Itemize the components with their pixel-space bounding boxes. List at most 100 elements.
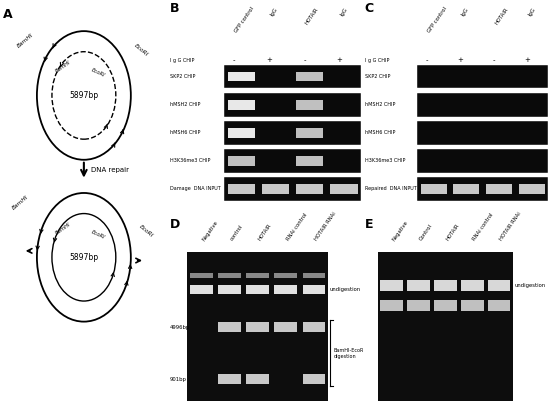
Bar [262, 184, 289, 194]
Bar [228, 184, 255, 194]
Text: IgG: IgG [270, 7, 278, 17]
Bar [228, 128, 255, 138]
Text: BamHI: BamHI [16, 33, 34, 49]
Bar [296, 128, 323, 138]
Bar [453, 184, 480, 194]
Bar [224, 149, 361, 173]
Bar [407, 300, 430, 311]
Bar [461, 300, 483, 311]
Text: +: + [266, 57, 272, 63]
Text: A: A [3, 8, 13, 21]
Bar [302, 374, 325, 384]
Text: +: + [337, 57, 343, 63]
Text: EcoRI: EcoRI [90, 229, 106, 240]
Text: Repaired  DNA INPUT: Repaired DNA INPUT [365, 186, 416, 191]
Text: hMSH6 CHIP: hMSH6 CHIP [170, 130, 200, 135]
Bar [224, 121, 361, 144]
Bar [246, 273, 269, 278]
Text: undigestion: undigestion [330, 287, 361, 292]
Text: B: B [170, 2, 179, 15]
Text: BamHI: BamHI [54, 59, 72, 73]
Text: HOTAIR: HOTAIR [446, 223, 460, 242]
Text: BamHI: BamHI [54, 221, 72, 235]
Bar [434, 280, 456, 291]
Text: Control: Control [419, 223, 433, 242]
Bar [486, 184, 512, 194]
Bar [296, 72, 323, 81]
Bar [246, 374, 269, 384]
Text: EcoRI: EcoRI [138, 225, 154, 239]
Bar [224, 65, 361, 88]
Text: C: C [365, 2, 374, 15]
Text: E: E [365, 218, 373, 231]
Text: HOTAIR RNAi: HOTAIR RNAi [314, 211, 337, 242]
Bar [274, 322, 297, 332]
Bar [224, 93, 361, 117]
Bar [417, 93, 548, 117]
Text: -: - [233, 57, 235, 63]
Text: +: + [457, 57, 463, 63]
Text: IgG: IgG [339, 7, 349, 17]
Text: HOTAIR: HOTAIR [257, 223, 273, 242]
Bar [224, 177, 361, 201]
Text: H3K36me3 CHIP: H3K36me3 CHIP [365, 158, 405, 163]
Text: D: D [170, 218, 180, 231]
Bar [190, 273, 213, 278]
Bar [302, 273, 325, 278]
Bar [488, 280, 510, 291]
Text: SKP2 CHIP: SKP2 CHIP [365, 74, 390, 79]
Bar [417, 177, 548, 201]
Text: GFP control: GFP control [427, 7, 448, 34]
Text: 5897bp: 5897bp [69, 91, 98, 100]
Bar [417, 149, 548, 173]
Bar [274, 285, 297, 295]
Bar [488, 300, 510, 311]
Bar [461, 280, 483, 291]
Bar [190, 285, 213, 295]
Bar [228, 156, 255, 166]
Text: H3K36me3 CHIP: H3K36me3 CHIP [170, 158, 210, 163]
Text: HOTAIR: HOTAIR [304, 7, 320, 25]
Text: EcoRI: EcoRI [133, 43, 149, 58]
Bar [218, 285, 241, 295]
Bar [378, 251, 513, 401]
Text: BamHI-EcoRI
digestion: BamHI-EcoRI digestion [334, 348, 366, 359]
Bar [380, 280, 403, 291]
Text: BamHI: BamHI [11, 195, 29, 211]
Text: hMSH2 CHIP: hMSH2 CHIP [365, 102, 395, 107]
Text: RNAi control: RNAi control [285, 212, 309, 242]
Text: hMSH6 CHIP: hMSH6 CHIP [365, 130, 395, 135]
Bar [187, 251, 328, 401]
Bar [218, 374, 241, 384]
Bar [218, 273, 241, 278]
Text: 901bp: 901bp [170, 377, 186, 382]
Text: SKP2 CHIP: SKP2 CHIP [170, 74, 195, 79]
Text: HOTAIR RNAi: HOTAIR RNAi [499, 211, 522, 242]
Text: control: control [229, 224, 244, 242]
Bar [296, 156, 323, 166]
Bar [228, 100, 255, 110]
Text: IgG: IgG [527, 7, 537, 17]
Text: HOTAIR: HOTAIR [494, 7, 509, 25]
Bar [407, 280, 430, 291]
Bar [296, 184, 323, 194]
Text: Negative: Negative [201, 220, 219, 242]
Text: Damage  DNA INPUT: Damage DNA INPUT [170, 186, 221, 191]
Bar [417, 121, 548, 144]
Bar [331, 184, 358, 194]
Text: EcoRI: EcoRI [90, 68, 106, 78]
Bar [228, 72, 255, 81]
Text: Negative: Negative [392, 220, 409, 242]
Text: undigestion: undigestion [514, 283, 546, 288]
Bar [519, 184, 545, 194]
Text: hMSH2 CHIP: hMSH2 CHIP [170, 102, 200, 107]
Text: GFP control: GFP control [234, 7, 255, 34]
Text: 4996bp: 4996bp [170, 325, 190, 330]
Bar [274, 273, 297, 278]
Bar [421, 184, 447, 194]
Text: -: - [303, 57, 306, 63]
Bar [434, 300, 456, 311]
Text: IgG: IgG [460, 7, 470, 17]
Text: I g G CHIP: I g G CHIP [365, 58, 389, 63]
Text: RNAi control: RNAi control [472, 212, 495, 242]
